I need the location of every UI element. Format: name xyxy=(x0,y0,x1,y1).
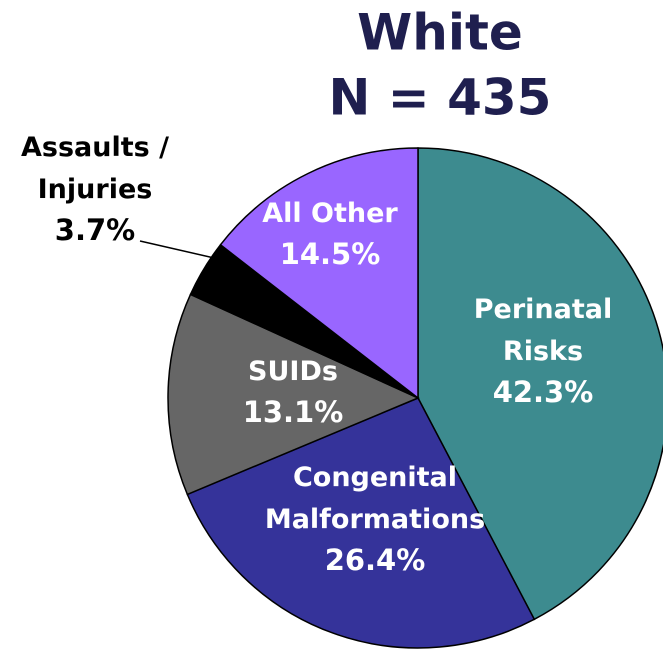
slice-label: Assaults / Injuries xyxy=(21,132,169,205)
slice-label: Perinatal Risks xyxy=(474,294,613,367)
pie-slice xyxy=(417,147,663,621)
chart-title: White xyxy=(357,4,523,62)
slice-label: All Other xyxy=(262,198,398,229)
value-label: 14.5% xyxy=(280,237,381,271)
slice-label: SUIDs xyxy=(248,356,338,387)
label-line: Injuries xyxy=(38,174,153,205)
chart-subtitle: N = 435 xyxy=(329,69,552,127)
pie-slice xyxy=(186,397,536,649)
slice-label: Congenital Malformations xyxy=(265,462,485,535)
label-line: Risks xyxy=(503,336,583,367)
label-line: Assaults / xyxy=(21,132,169,163)
value-label: 3.7% xyxy=(55,213,135,247)
value-label: 42.3% xyxy=(493,375,594,409)
label-line: Malformations xyxy=(265,504,485,535)
label-line: SUIDs xyxy=(248,356,338,387)
label-line: Congenital xyxy=(293,462,457,493)
label-line: All Other xyxy=(262,198,398,229)
leader-line xyxy=(139,240,237,264)
pie-slice xyxy=(167,293,420,496)
label-line: Perinatal xyxy=(474,294,613,325)
value-label: 26.4% xyxy=(325,543,426,577)
value-label: 13.1% xyxy=(243,395,344,429)
pie-slice xyxy=(219,147,419,400)
